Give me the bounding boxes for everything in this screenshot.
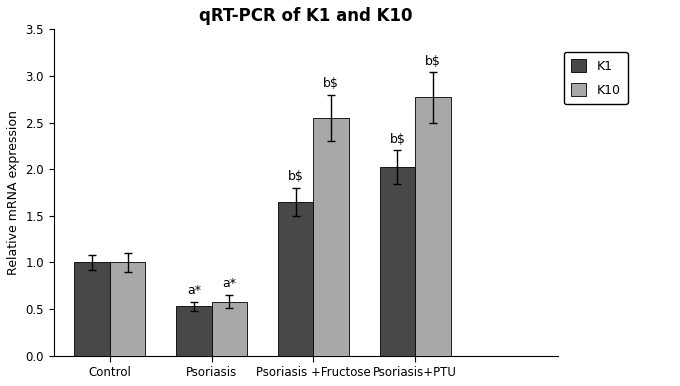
Bar xyxy=(379,167,415,356)
Text: b$: b$ xyxy=(288,170,303,183)
Legend: K1, K10: K1, K10 xyxy=(564,52,628,104)
Bar xyxy=(415,97,451,356)
Y-axis label: Relative mRNA expression: Relative mRNA expression xyxy=(7,110,20,275)
Text: b$: b$ xyxy=(425,54,441,68)
Text: b$: b$ xyxy=(323,77,339,90)
Text: b$: b$ xyxy=(390,133,405,146)
Text: a*: a* xyxy=(187,284,201,297)
Title: qRT-PCR of K1 and K10: qRT-PCR of K1 and K10 xyxy=(199,7,413,25)
Bar xyxy=(74,262,109,356)
Bar xyxy=(277,202,313,356)
Bar xyxy=(176,306,211,356)
Text: a*: a* xyxy=(222,278,237,290)
Bar xyxy=(313,118,349,356)
Bar xyxy=(211,301,248,356)
Bar xyxy=(109,262,146,356)
